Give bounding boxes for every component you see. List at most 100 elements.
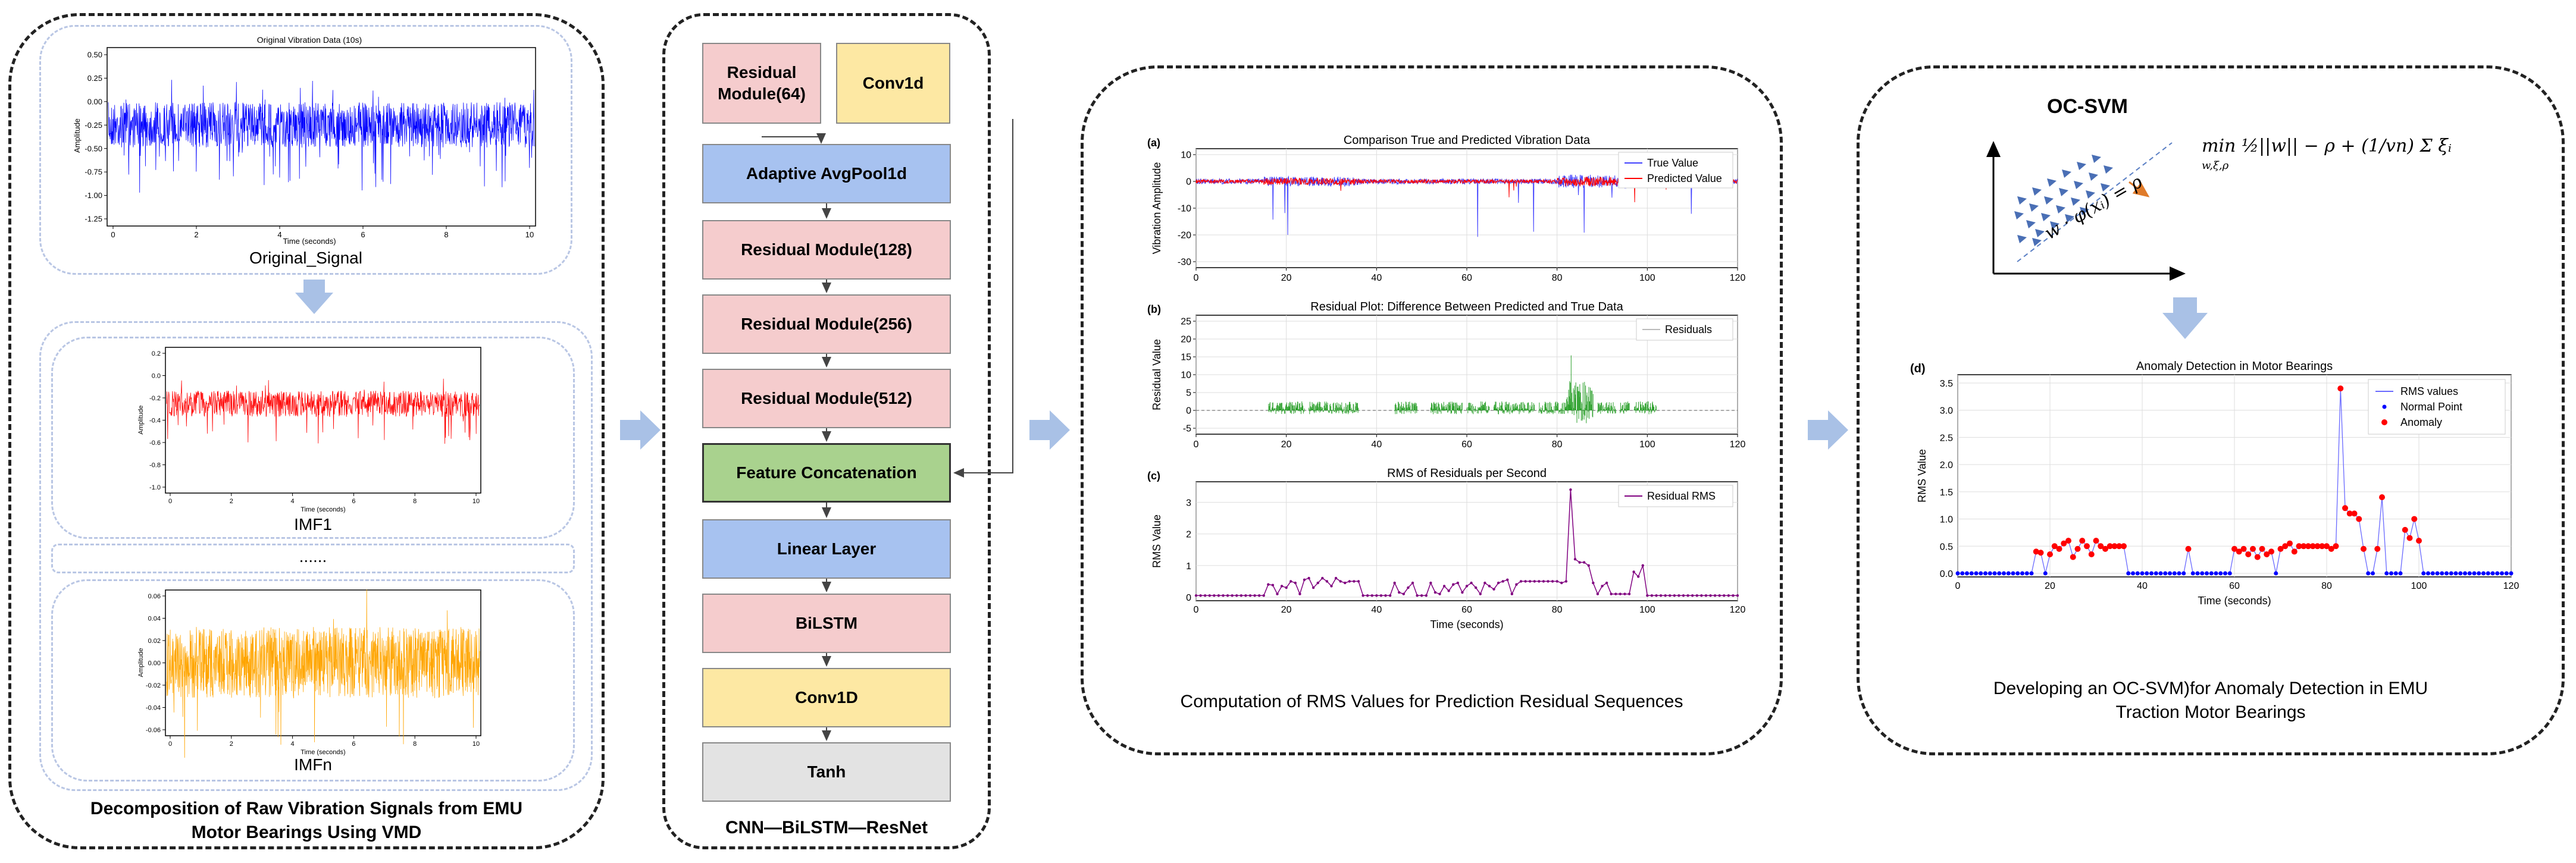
- x-tick-label: 6: [361, 230, 365, 239]
- data-point-triangle: [2092, 155, 2101, 163]
- x-tick-label: 0: [1194, 605, 1199, 615]
- x-tick-label: 10: [525, 230, 534, 239]
- normal-point: [1992, 571, 1997, 576]
- y-tick-label: -0.75: [84, 168, 102, 177]
- normal-point: [2426, 571, 2430, 576]
- normal-point: [2453, 571, 2458, 576]
- imf1-xlabel: Time (seconds): [301, 506, 345, 513]
- anomaly-point: [2245, 551, 2252, 557]
- rms-point: [1375, 594, 1378, 597]
- rms-point: [1551, 580, 1554, 583]
- anomaly-point: [2277, 545, 2284, 552]
- normal-point: [2389, 571, 2393, 576]
- data-point-triangle: [2056, 205, 2065, 214]
- rms-point: [1416, 594, 1419, 597]
- rms-point: [1271, 583, 1275, 587]
- normal-point: [2154, 571, 2158, 576]
- y-tick-label: 2.5: [1940, 433, 1953, 443]
- rms-point: [1695, 594, 1698, 597]
- rms-point: [1704, 594, 1708, 597]
- data-point-triangle: [2032, 187, 2042, 196]
- y-tick-label: 10: [1181, 150, 1191, 161]
- y-tick-label: 0.04: [148, 615, 161, 622]
- rms-point: [1596, 592, 1600, 595]
- anomaly-point: [2309, 543, 2316, 550]
- rms-point: [1438, 592, 1441, 595]
- normal-point: [1979, 571, 1983, 576]
- panel4-caption: Developing an OC-SVM)for Anomaly Detecti…: [1857, 677, 2565, 724]
- y-tick-label: 0.06: [148, 593, 161, 600]
- normal-point: [2421, 571, 2426, 576]
- normal-point: [2011, 571, 2015, 576]
- x-tick-label: 0: [1955, 581, 1961, 591]
- y-tick-label: 20: [1181, 335, 1191, 345]
- rms-point: [1334, 576, 1338, 580]
- down-arrow-1: [295, 280, 333, 314]
- rms-point: [1736, 594, 1739, 597]
- anomaly-point: [2351, 510, 2358, 517]
- down-arrow-2: [2162, 297, 2208, 339]
- rms-point: [1248, 594, 1252, 597]
- plot-c-title: RMS of Residuals per Second: [1387, 467, 1547, 480]
- rms-point: [1718, 594, 1721, 597]
- normal-point: [2043, 571, 2048, 576]
- anomaly-point: [2098, 543, 2104, 550]
- legend-label: RMS values: [2400, 385, 2458, 397]
- anomaly-point: [2342, 505, 2348, 511]
- anomaly-point: [2296, 543, 2302, 550]
- rms-point: [1388, 594, 1392, 597]
- rms-point: [1569, 488, 1572, 491]
- y-tick-label: 3.0: [1940, 406, 1953, 416]
- panel4-caption-line1: Developing an OC-SVM)for Anomaly Detecti…: [1993, 679, 2428, 698]
- anomaly-point: [2314, 543, 2321, 550]
- normal-point: [2158, 571, 2163, 576]
- x-tick-label: 20: [1281, 273, 1292, 283]
- rms-point: [1592, 581, 1595, 585]
- rms-point: [1510, 592, 1514, 595]
- anomaly-point: [2051, 543, 2058, 550]
- plot-b-title: Residual Plot: Difference Between Predic…: [1310, 300, 1623, 313]
- rms-point: [1316, 581, 1319, 585]
- normal-point: [1955, 571, 1960, 576]
- y-tick-label: -1.00: [84, 191, 102, 200]
- normal-point: [2181, 571, 2186, 576]
- x-tick-label: 0: [111, 230, 115, 239]
- rms-point: [1713, 594, 1717, 597]
- plot-b-tag: (b): [1147, 303, 1161, 315]
- rms-computation-panel: [1081, 65, 1783, 755]
- original-signal-frame: [39, 25, 572, 275]
- objective-subscript: w,ξ,ρ: [2202, 159, 2229, 172]
- x-tick-label: 60: [1461, 273, 1472, 283]
- rms-point: [1344, 581, 1347, 585]
- right-arrow-2: [1029, 410, 1070, 450]
- normal-point: [2177, 571, 2181, 576]
- x-tick-label: 0: [168, 740, 172, 748]
- y-tick-label: 0.5: [1940, 542, 1953, 552]
- anomaly-point: [2116, 543, 2123, 550]
- ocsvm-panel: [1857, 65, 2565, 755]
- rms-point: [1564, 580, 1568, 583]
- normal-point: [2223, 571, 2227, 576]
- normal-point: [2444, 571, 2449, 576]
- x-tick-label: 80: [1552, 605, 1563, 615]
- cnn-bilstm-resnet-panel: [662, 13, 991, 849]
- anomaly-point: [2079, 538, 2086, 544]
- normal-point: [2135, 571, 2140, 576]
- y-tick-label: -5: [1183, 424, 1191, 434]
- plot-c-ylabel: RMS Value: [1151, 514, 1163, 568]
- normal-point: [2398, 571, 2403, 576]
- rms-point: [1614, 592, 1617, 595]
- residual-module-128: Residual Module(128): [702, 220, 951, 280]
- anomaly-point: [2088, 551, 2095, 557]
- x-tick-label: 40: [2137, 581, 2148, 591]
- plot-d-title: Anomaly Detection in Motor Bearings: [2136, 360, 2333, 373]
- rms-point: [1538, 580, 1541, 583]
- plot-c-xlabel: Time (seconds): [1430, 619, 1503, 630]
- rms-point: [1452, 583, 1455, 586]
- rms-point: [1488, 585, 1491, 588]
- x-tick-label: 0: [1194, 440, 1199, 450]
- original-signal-label: Original_Signal: [249, 249, 362, 267]
- rms-point: [1262, 594, 1265, 597]
- y-tick-label: -1.25: [84, 215, 102, 224]
